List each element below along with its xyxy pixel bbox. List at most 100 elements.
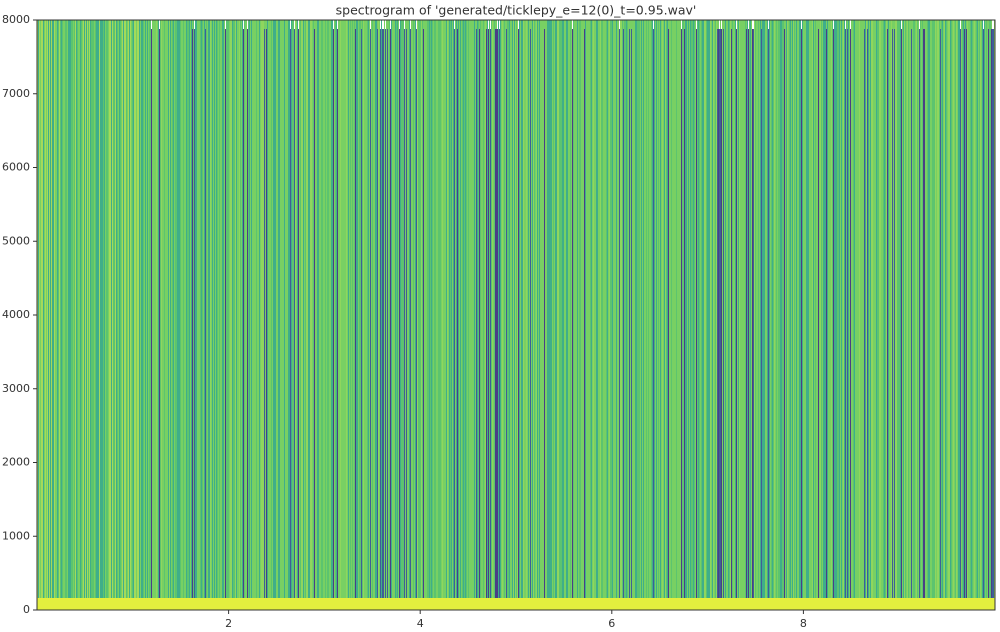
spectrogram-column: [629, 29, 630, 598]
spectrogram-column: [242, 20, 243, 598]
spectrogram-gap: [290, 20, 291, 29]
spectrogram-column: [533, 20, 534, 598]
spectrogram-column: [271, 20, 272, 598]
spectrogram-column: [831, 20, 832, 598]
spectrogram-column: [685, 20, 686, 598]
spectrogram-column: [966, 29, 967, 598]
spectrogram-column: [488, 29, 489, 598]
spectrogram-gap: [736, 20, 737, 29]
spectrogram-column: [80, 20, 81, 598]
spectrogram-column: [117, 20, 118, 598]
spectrogram-column: [450, 20, 451, 598]
spectrogram-column: [928, 20, 929, 598]
spectrogram-column: [305, 20, 306, 598]
spectrogram-column: [429, 20, 430, 598]
spectrogram-column: [93, 20, 94, 598]
spectrogram-column: [697, 20, 698, 598]
spectrogram-column: [827, 20, 828, 598]
x-tick-label: 6: [608, 617, 615, 630]
spectrogram-gap: [337, 20, 338, 29]
spectrogram-column: [561, 20, 562, 598]
spectrogram-column: [417, 20, 418, 598]
spectrogram-column: [593, 20, 594, 598]
spectrogram-column: [701, 20, 702, 598]
spectrogram-column: [688, 20, 689, 598]
spectrogram-column: [462, 20, 463, 598]
spectrogram-column: [664, 20, 665, 598]
spectrogram-column: [389, 20, 390, 598]
spectrogram-column: [815, 20, 816, 598]
spectrogram-column: [175, 20, 176, 598]
spectrogram-column: [597, 20, 598, 598]
spectrogram-column: [773, 20, 774, 598]
spectrogram-column: [699, 20, 700, 598]
spectrogram-column: [133, 20, 134, 598]
spectrogram-column: [160, 20, 161, 598]
spectrogram-column: [684, 29, 685, 598]
spectrogram-column: [456, 20, 457, 598]
spectrogram-column: [115, 20, 116, 598]
spectrogram-gap: [696, 20, 697, 29]
spectrogram-column: [446, 20, 447, 598]
spectrogram-column: [792, 20, 793, 598]
spectrogram-column: [843, 20, 844, 598]
spectrogram-gap: [993, 20, 994, 29]
spectrogram-column: [967, 20, 968, 598]
spectrogram-column: [487, 20, 488, 598]
spectrogram-image: [37, 20, 995, 610]
spectrogram-column: [544, 29, 545, 598]
spectrogram-column: [300, 20, 301, 598]
spectrogram-column: [96, 20, 97, 598]
spectrogram-column: [52, 20, 53, 598]
spectrogram-column: [104, 20, 105, 598]
spectrogram-column: [150, 20, 151, 598]
spectrogram-gap: [721, 20, 722, 29]
spectrogram-column: [539, 20, 540, 598]
spectrogram-column: [919, 29, 920, 598]
spectrogram-column: [274, 20, 275, 598]
spectrogram-column: [434, 20, 435, 598]
spectrogram-column: [591, 20, 592, 598]
spectrogram-column: [396, 20, 397, 598]
spectrogram-column: [916, 20, 917, 598]
spectrogram-column: [395, 20, 396, 598]
spectrogram-column: [888, 20, 889, 598]
spectrogram-column: [824, 20, 825, 598]
spectrogram-column: [580, 20, 581, 598]
spectrogram-column: [142, 20, 143, 598]
spectrogram-column: [89, 20, 90, 598]
spectrogram-column: [223, 20, 224, 598]
spectrogram-column: [188, 20, 189, 598]
spectrogram-column: [557, 20, 558, 598]
spectrogram-column: [590, 20, 591, 598]
spectrogram-column: [739, 20, 740, 598]
spectrogram-column: [400, 20, 401, 598]
spectrogram-column: [964, 29, 965, 598]
spectrogram-column: [420, 20, 421, 598]
spectrogram-column: [222, 20, 223, 598]
spectrogram-gap: [151, 20, 152, 29]
spectrogram-column: [302, 20, 303, 598]
spectrogram-column: [292, 20, 293, 598]
spectrogram-column: [563, 20, 564, 598]
spectrogram-column: [567, 20, 568, 598]
spectrogram-column: [837, 20, 838, 598]
spectrogram-column: [835, 20, 836, 598]
spectrogram-column: [847, 29, 848, 598]
spectrogram-column: [422, 20, 423, 598]
spectrogram-column: [249, 20, 250, 598]
spectrogram-column: [577, 20, 578, 598]
low-frequency-band: [37, 598, 995, 610]
spectrogram-column: [895, 20, 896, 598]
spectrogram-column: [402, 20, 403, 598]
spectrogram-column: [95, 20, 96, 598]
spectrogram-column: [59, 20, 60, 598]
spectrogram-column: [976, 20, 977, 598]
spectrogram-column: [658, 20, 659, 598]
spectrogram-column: [290, 29, 291, 598]
spectrogram-column: [963, 20, 964, 598]
spectrogram-column: [483, 20, 484, 598]
spectrogram-column: [212, 20, 213, 598]
spectrogram-column: [993, 29, 994, 598]
spectrogram-column: [288, 20, 289, 598]
